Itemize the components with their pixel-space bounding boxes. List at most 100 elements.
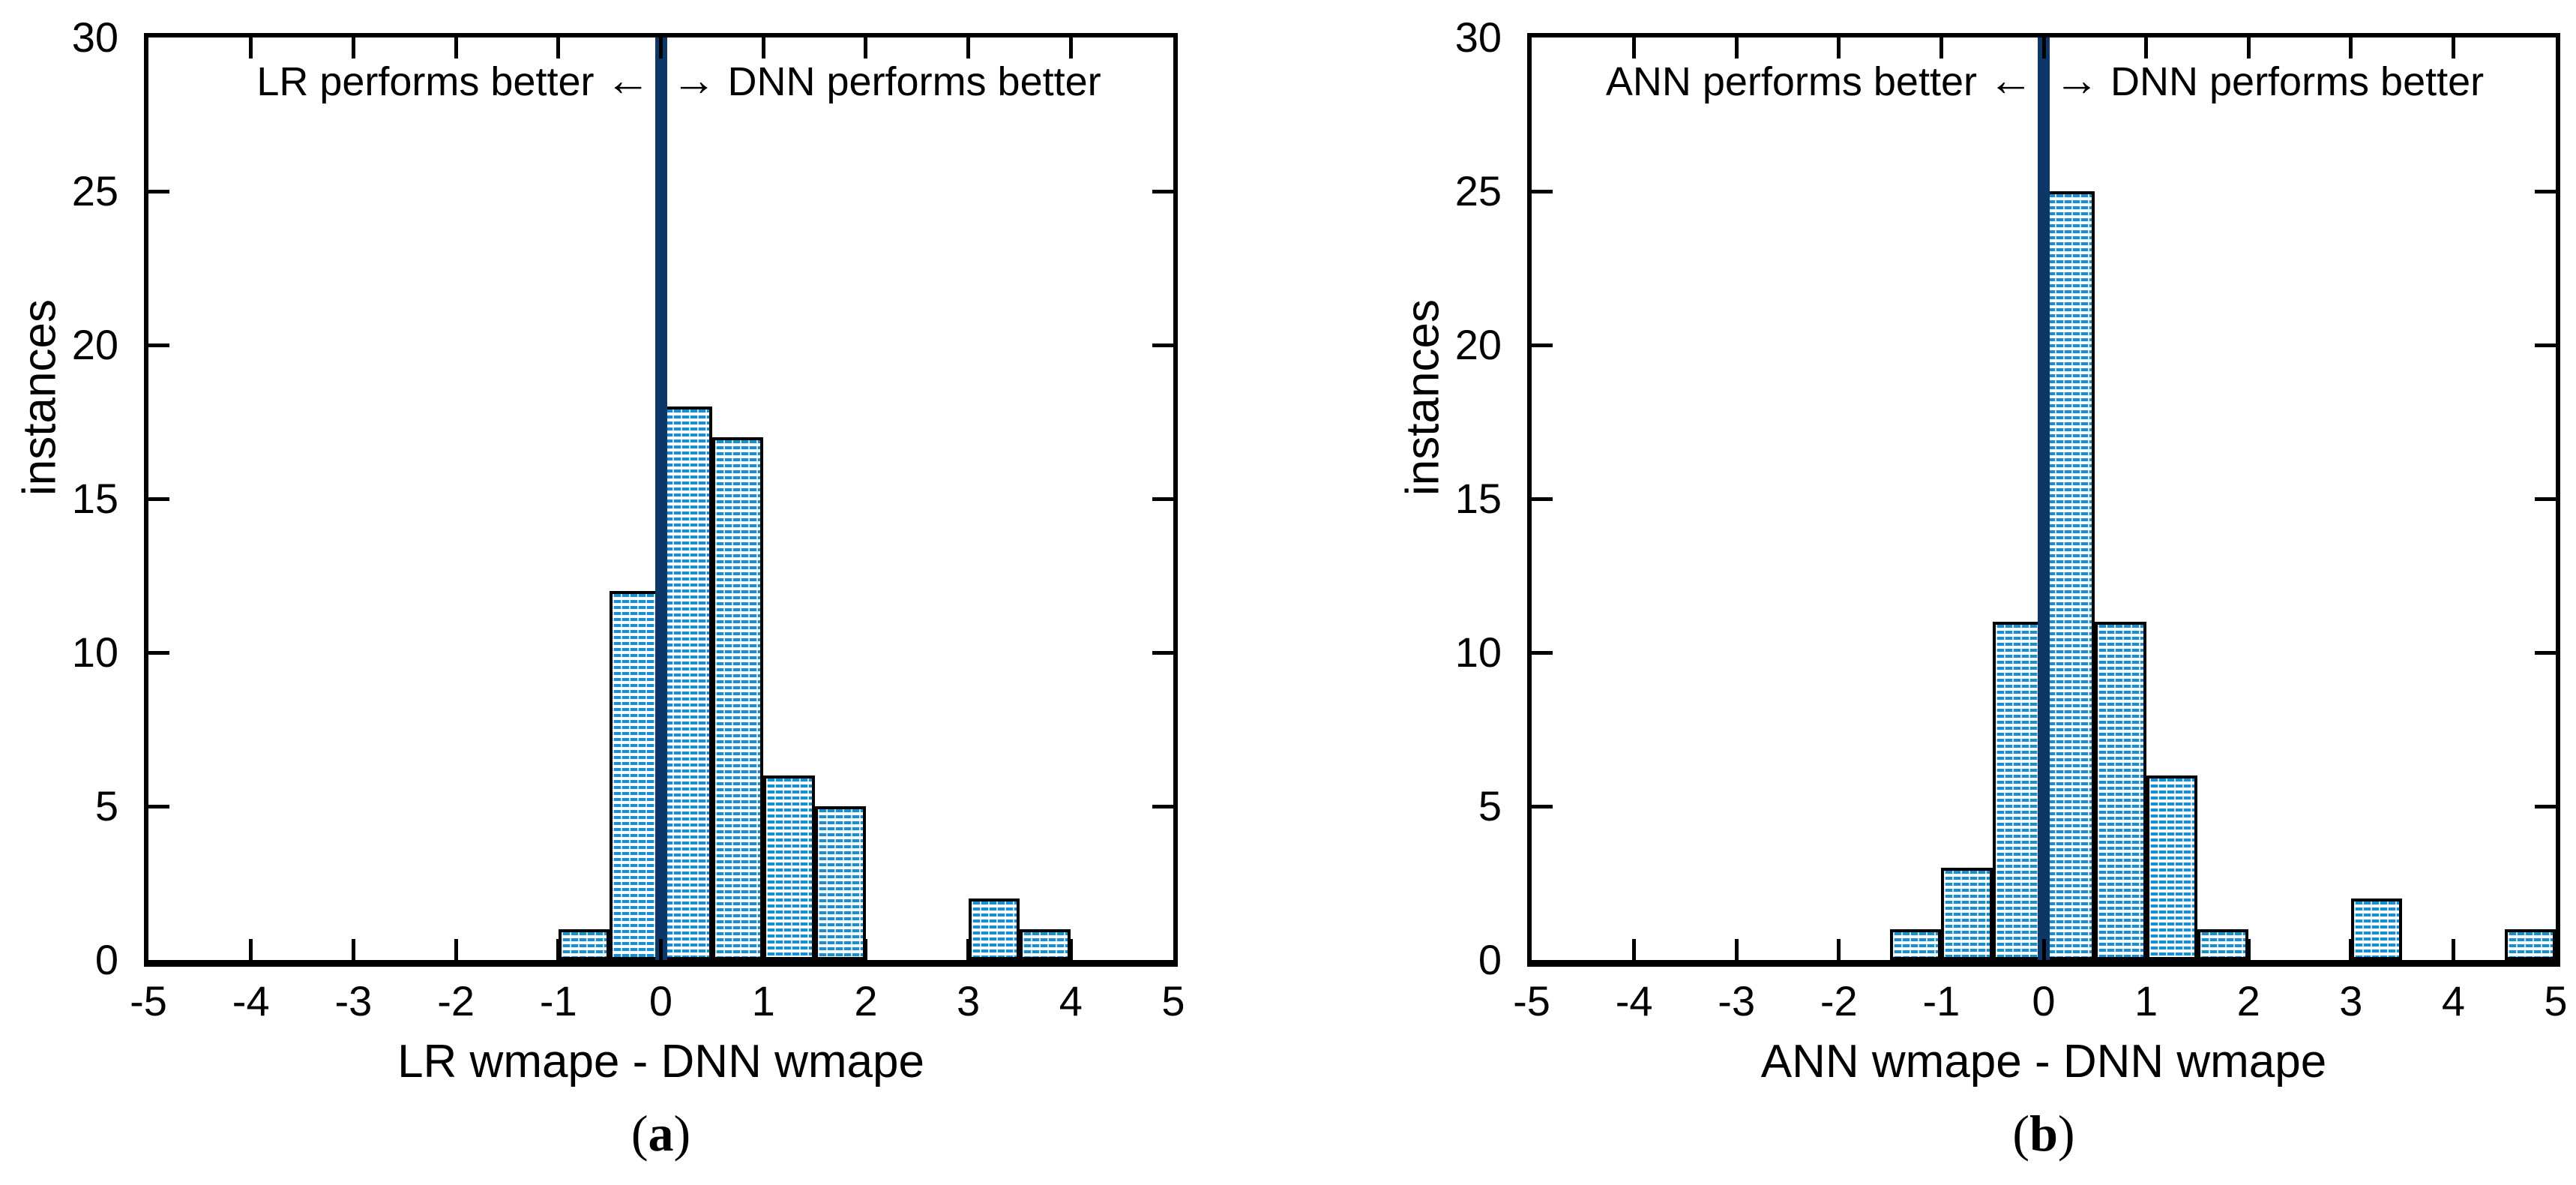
- tick-mark: [249, 939, 253, 960]
- tick-mark: [864, 38, 868, 58]
- tick-mark: [2535, 496, 2556, 501]
- annotation-text: DNN performs better: [727, 59, 1101, 104]
- tick-label: -3: [334, 977, 373, 1024]
- tick-label: 4: [2441, 977, 2465, 1024]
- tick-label: -2: [437, 977, 475, 1024]
- tick-label: 0: [2032, 977, 2056, 1024]
- tick-mark: [966, 939, 971, 960]
- tick-label: 2: [854, 977, 878, 1024]
- y-axis-label: instances: [1397, 299, 1449, 496]
- tick-label: 5: [1478, 782, 1502, 830]
- tick-mark: [148, 189, 169, 194]
- tick-mark: [2349, 939, 2353, 960]
- tick-mark: [1532, 496, 1553, 501]
- tick-mark: [1152, 189, 1173, 194]
- caption-paren: ): [673, 1105, 691, 1162]
- tick-label: -4: [232, 977, 270, 1024]
- histogram-bar: [2350, 898, 2403, 960]
- tick-mark: [2144, 38, 2149, 58]
- tick-label: 10: [1454, 628, 1502, 676]
- tick-label: 4: [1059, 977, 1083, 1024]
- panel-caption: (b): [2012, 1104, 2074, 1163]
- tick-label: 30: [1454, 14, 1502, 61]
- histogram-bar: [2146, 776, 2197, 960]
- tick-mark: [454, 38, 458, 58]
- tick-mark: [2451, 38, 2455, 58]
- tick-label: 15: [71, 475, 118, 522]
- tick-mark: [148, 650, 169, 655]
- tick-label: 1: [751, 977, 775, 1024]
- tick-mark: [556, 939, 561, 960]
- tick-mark: [1532, 650, 1553, 655]
- tick-mark: [1532, 343, 1553, 347]
- tick-mark: [351, 38, 355, 58]
- histogram-bar: [1992, 622, 2044, 960]
- tick-mark: [1837, 939, 1841, 960]
- tick-mark: [1632, 939, 1637, 960]
- histogram-bar: [711, 437, 764, 960]
- tick-label: 1: [2134, 977, 2158, 1024]
- tick-mark: [148, 496, 169, 501]
- tick-mark: [1734, 939, 1739, 960]
- tick-mark: [1532, 189, 1553, 194]
- x-axis-label: LR wmape - DNN wmape: [397, 1036, 924, 1088]
- caption-paren: (: [631, 1105, 648, 1162]
- plot-area-a: instances LR performs better ← → DNN per…: [14, 14, 1185, 1162]
- histogram-bar: [1890, 929, 1942, 960]
- tick-label: 0: [648, 977, 673, 1024]
- tick-mark: [2041, 939, 2046, 960]
- histogram-bar: [1019, 929, 1071, 960]
- caption-letter: a: [648, 1105, 674, 1162]
- tick-mark: [351, 939, 355, 960]
- histogram-bar: [610, 591, 661, 960]
- histogram-bar: [814, 806, 866, 960]
- zero-reference-line: [654, 38, 667, 960]
- tick-mark: [1532, 804, 1553, 808]
- zero-reference-line: [2038, 38, 2050, 960]
- tick-mark: [966, 38, 971, 58]
- tick-label: -1: [539, 977, 577, 1024]
- tick-label: 25: [71, 167, 118, 214]
- tick-mark: [2246, 939, 2251, 960]
- annotation-text: ANN performs better: [1605, 59, 1977, 104]
- tick-label: 10: [71, 628, 118, 676]
- tick-label: 5: [94, 782, 118, 830]
- annotation-left: LR performs better ←: [256, 54, 650, 106]
- tick-label: 5: [2544, 977, 2568, 1024]
- histogram-bar: [763, 776, 815, 960]
- tick-label: -5: [1513, 977, 1550, 1024]
- tick-mark: [659, 38, 663, 58]
- tick-mark: [2535, 189, 2556, 194]
- panel-caption: (a): [631, 1104, 690, 1163]
- tick-mark: [864, 939, 868, 960]
- histogram-bar: [2197, 929, 2249, 960]
- tick-mark: [1152, 343, 1173, 347]
- tick-label: 25: [1454, 167, 1502, 214]
- tick-mark: [761, 939, 765, 960]
- histogram-bar: [2044, 191, 2095, 960]
- tick-mark: [2246, 38, 2251, 58]
- left-arrow-icon: ←: [1988, 55, 2033, 105]
- right-arrow-icon: →: [671, 55, 717, 105]
- tick-mark: [2041, 38, 2046, 58]
- caption-paren: ): [2057, 1105, 2075, 1162]
- tick-label: 20: [1454, 321, 1502, 368]
- histogram-bar: [2504, 929, 2556, 960]
- tick-mark: [1152, 496, 1173, 501]
- histogram-bar: [2095, 622, 2146, 960]
- histogram-bar: [558, 929, 610, 960]
- annotation-text: DNN performs better: [2110, 59, 2485, 104]
- tick-label: 5: [1161, 977, 1185, 1024]
- tick-label: 20: [71, 321, 118, 368]
- tick-label: 0: [94, 936, 118, 983]
- tick-mark: [1939, 38, 1943, 58]
- right-arrow-icon: →: [2054, 55, 2099, 105]
- tick-label: 30: [71, 14, 118, 61]
- annotation-left: ANN performs better ←: [1606, 54, 2033, 106]
- tick-mark: [1068, 939, 1073, 960]
- tick-label: 3: [2339, 977, 2363, 1024]
- tick-mark: [1734, 38, 1739, 58]
- tick-label: -4: [1615, 977, 1653, 1024]
- plot-area-b: instances ANN performs better ← → DNN pe…: [1397, 14, 2568, 1162]
- tick-mark: [249, 38, 253, 58]
